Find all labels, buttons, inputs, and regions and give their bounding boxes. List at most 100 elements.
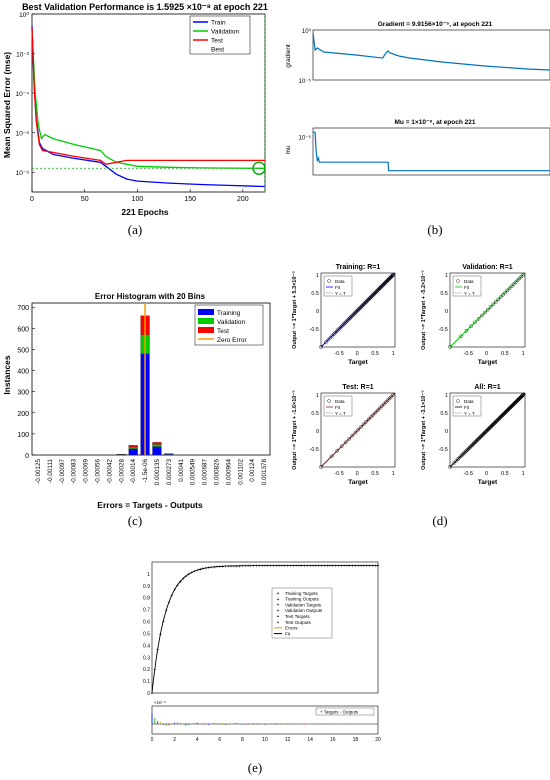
y-tick-label: 300 — [17, 390, 29, 397]
x-tick-label: 0 — [151, 737, 154, 743]
x-tick-label: 0.5 — [371, 471, 379, 477]
legend-label: Data — [464, 279, 474, 284]
mu-plot-area — [312, 127, 550, 176]
target-marker: + — [151, 691, 154, 697]
target-marker: + — [216, 565, 219, 571]
target-marker: + — [261, 564, 264, 570]
target-marker: + — [159, 632, 162, 638]
target-marker: + — [320, 564, 323, 570]
legend-swatch: + — [277, 603, 280, 609]
data-point — [521, 273, 525, 277]
x-tick-label: -0.00056 — [94, 459, 101, 484]
y-tick-label: 0.5 — [143, 631, 150, 637]
target-marker: + — [357, 564, 360, 570]
x-tick-label: -0.00069 — [83, 459, 90, 484]
x-tick-label: 0.000135 — [154, 459, 161, 486]
x-tick-label: 0.00041 — [178, 459, 185, 482]
target-marker: + — [156, 648, 159, 654]
x-tick-label: 0 — [485, 351, 488, 357]
target-marker: + — [275, 564, 278, 570]
target-marker: + — [241, 564, 244, 570]
error-histogram-chart: Error Histogram with 20 Bins Instances E… — [2, 292, 271, 510]
target-marker: + — [224, 564, 227, 570]
legend-label: Fit — [285, 631, 291, 636]
data-point — [368, 295, 373, 300]
target-marker: + — [317, 564, 320, 570]
data-point — [366, 417, 371, 422]
target-marker: + — [360, 564, 363, 570]
plot-area — [151, 561, 379, 694]
data-point — [390, 273, 395, 278]
y-tick-label: 1 — [445, 393, 448, 399]
data-point — [379, 404, 384, 409]
target-marker: + — [204, 566, 207, 572]
panel-c: Error Histogram with 20 Bins Instances E… — [0, 255, 275, 535]
data-point — [339, 324, 344, 329]
y-tick-label: 0.4 — [143, 643, 150, 649]
data-point — [369, 294, 374, 299]
data-point — [362, 301, 367, 306]
x-tick-label: -0.00097 — [59, 459, 66, 484]
data-point — [482, 431, 486, 436]
data-point — [476, 436, 481, 441]
y-tick-label: 10⁻⁸ — [16, 170, 30, 177]
panel-b: Gradient = 9.9156×10⁻⁵, at epoch 221 gra… — [275, 0, 550, 245]
data-point — [363, 301, 367, 305]
x-tick-label: 0 — [30, 196, 34, 203]
gradient-y-tick-label: 10⁰ — [302, 28, 312, 35]
error-legend-label: + Targets - Outputs — [320, 710, 359, 715]
data-point — [511, 282, 516, 287]
data-point — [365, 298, 370, 303]
legend-box — [271, 587, 333, 639]
legend-swatch — [198, 318, 214, 324]
x-tick-label: -0.00125 — [35, 459, 42, 484]
caption-c: (c) — [127, 513, 143, 528]
training-state-charts: Gradient = 9.9156×10⁻⁵, at epoch 221 gra… — [285, 21, 550, 176]
function-fit-chart: 00.10.20.30.40.50.60.70.80.91+++++++++++… — [143, 561, 381, 743]
target-marker: + — [337, 564, 340, 570]
x-tick-label: -1.5e-06 — [142, 459, 149, 483]
legend-box — [452, 275, 482, 297]
y-tick-label: -0.5 — [310, 327, 319, 333]
x-tick-label: 100 — [132, 196, 144, 203]
data-point — [513, 280, 518, 285]
y-tick-label: 1 — [445, 273, 448, 279]
target-marker: + — [179, 579, 182, 585]
panel-d: Training: R=1 Target Output ~= 1*Target + … — [275, 255, 550, 535]
data-point — [389, 394, 394, 399]
legend-label: Test — [211, 38, 223, 45]
data-point — [521, 393, 525, 397]
panel-e: 0 0.1 0.2 0.3 0.4 0.5 0.6 0.7 0.8 0.9 1 + + + + + + + + + + +… — [120, 548, 390, 780]
gradient-y-tick-label: 10⁻⁵ — [299, 78, 312, 85]
target-marker: + — [187, 572, 190, 578]
y-tick-label: 10⁻² — [16, 52, 30, 59]
mu-ylabel: mu — [285, 145, 292, 154]
legend-label: Data — [335, 399, 345, 404]
target-marker: + — [232, 564, 235, 570]
gradient-plot-area — [312, 29, 550, 81]
bar-test — [152, 442, 162, 445]
target-marker: + — [238, 564, 241, 570]
target-marker: + — [297, 564, 300, 570]
target-marker: + — [374, 564, 377, 570]
y-tick-label: 0 — [316, 429, 319, 435]
data-point — [480, 432, 485, 437]
target-marker: + — [331, 564, 334, 570]
legend-label: Best — [211, 47, 224, 54]
data-point — [361, 303, 365, 307]
data-point — [517, 276, 522, 281]
chart-title: Best Validation Performance is 1.5925 ×1… — [22, 2, 268, 12]
data-point — [344, 319, 349, 324]
subplot-xlabel: Target — [478, 479, 498, 486]
target-marker: + — [354, 564, 357, 570]
legend-label: Fit — [464, 285, 470, 290]
data-point — [385, 398, 390, 403]
data-point — [363, 300, 368, 305]
x-tick-label: -0.5 — [334, 351, 343, 357]
caption-a: (a) — [127, 222, 143, 237]
legend-label: Fit — [335, 285, 341, 290]
target-marker: + — [334, 564, 337, 570]
data-point — [499, 414, 504, 419]
x-tick-label: 20 — [375, 737, 381, 743]
data-point — [480, 433, 484, 438]
